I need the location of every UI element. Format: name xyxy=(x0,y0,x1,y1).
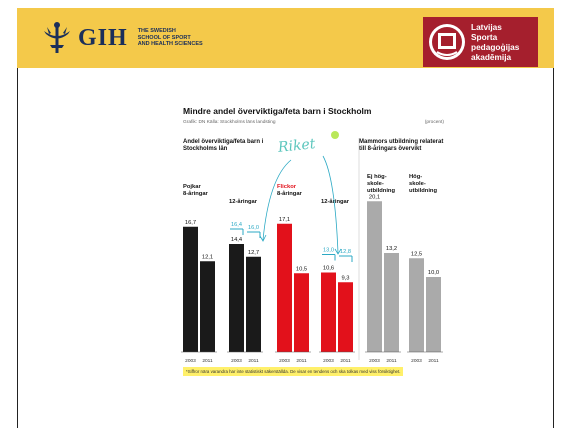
bar-chart: 16,7 2003 12,1 2011 14,4 2003 12,7 2011 16,4 16,0… xyxy=(181,138,443,364)
data-label: 12,1 xyxy=(202,254,213,260)
riket-arrow xyxy=(262,159,292,241)
year-tick-label: 2011 xyxy=(202,358,213,364)
group-label: Ej hög-skole-utbildning xyxy=(367,174,396,194)
gih-logo: GIH THE SWEDISH SCHOOL OF SPORT AND HEAL… xyxy=(42,20,203,56)
data-label: 12,5 xyxy=(411,251,422,257)
riket-arrowhead xyxy=(259,234,267,242)
group-label: Hög-skole-utbildning xyxy=(409,174,438,194)
group-label: Pojkar 8-åringar xyxy=(183,184,208,197)
chart-credit: Grafik: DN Källa: Stockholms läns landst… xyxy=(183,120,276,125)
riket-arrowhead xyxy=(334,248,342,255)
bar xyxy=(384,253,399,352)
panel-title-education: Mammors utbildning relaterat till 8-årin… xyxy=(359,139,444,152)
bar xyxy=(321,272,336,352)
data-label: 14,4 xyxy=(231,237,243,243)
lspa-logo: Latvijas Sporta pedagoģijas akadēmija xyxy=(423,17,538,67)
chart-footnote: *Siffror nära varandra har inte statisti… xyxy=(183,367,404,376)
gih-emblem-icon xyxy=(44,22,70,53)
data-label: 13,2 xyxy=(386,246,397,252)
group-label: 12-åringar xyxy=(321,199,350,205)
bar xyxy=(426,277,441,352)
bar xyxy=(246,256,261,352)
data-label: 16,7 xyxy=(185,220,196,226)
riket-label: 16,4 xyxy=(231,222,242,228)
riket-arrow xyxy=(322,155,339,254)
chart-title: Mindre andel överviktiga/feta barn i Sto… xyxy=(183,106,372,116)
bar xyxy=(200,261,215,352)
year-tick-label: 2011 xyxy=(428,358,439,364)
data-label: 10,6 xyxy=(323,266,334,272)
data-label: 12,7 xyxy=(248,250,259,256)
riket-label: 16,0 xyxy=(248,225,259,231)
year-tick-label: 2003 xyxy=(279,358,290,364)
bar xyxy=(277,223,292,352)
year-tick-label: 2003 xyxy=(185,358,196,364)
riket-marker-icon xyxy=(331,131,339,139)
year-tick-label: 2011 xyxy=(386,358,397,364)
gih-logo-text: GIH xyxy=(78,24,128,51)
year-tick-label: 2011 xyxy=(248,358,259,364)
chart-unit: (procent) xyxy=(424,120,444,125)
data-label: 20,1 xyxy=(369,194,380,200)
data-label: 10,0 xyxy=(428,270,439,276)
bar xyxy=(229,244,244,352)
bar xyxy=(338,282,353,352)
bar xyxy=(183,226,198,352)
data-label: 17,1 xyxy=(279,217,290,223)
year-tick-label: 2011 xyxy=(296,358,307,364)
year-tick-label: 2003 xyxy=(231,358,242,364)
year-tick-label: 2011 xyxy=(340,358,351,364)
bar xyxy=(367,201,382,352)
group-label: 12-åringar xyxy=(229,199,258,205)
panel-title-children: Andel överviktiga/feta barn i Stockholms… xyxy=(183,139,264,152)
year-tick-label: 2003 xyxy=(411,358,422,364)
lspa-seal-icon xyxy=(429,24,465,60)
bar xyxy=(294,273,309,352)
year-tick-label: 2003 xyxy=(323,358,334,364)
data-label: 9,3 xyxy=(341,275,349,281)
gih-logo-subtitle: THE SWEDISH SCHOOL OF SPORT AND HEALTH S… xyxy=(137,28,203,48)
riket-label: 13,0 xyxy=(323,248,334,254)
riket-label: 12,8 xyxy=(340,249,351,255)
chart-card: Mindre andel överviktiga/feta barn i Sto… xyxy=(173,98,456,385)
group-label: Flickor 8-åringar xyxy=(277,184,302,197)
bar xyxy=(409,258,424,352)
year-tick-label: 2003 xyxy=(369,358,380,364)
lspa-logo-text: Latvijas Sporta pedagoģijas akadēmija xyxy=(471,22,520,62)
data-label: 10,5 xyxy=(296,266,307,272)
